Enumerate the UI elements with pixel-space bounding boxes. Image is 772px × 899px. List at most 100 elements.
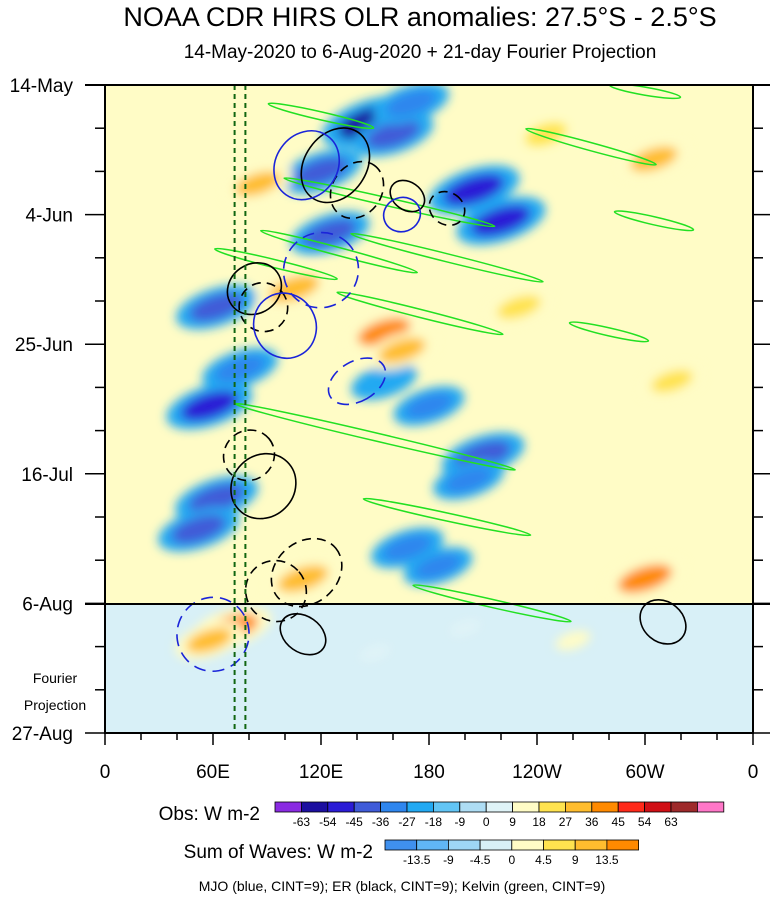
negative-anomaly — [180, 390, 238, 421]
er-contour-positive — [279, 613, 327, 656]
y-tick-label: 4-Jun — [25, 206, 73, 227]
obs-colorbar-swatch — [512, 801, 540, 813]
projection-label-line1: Fourier — [33, 670, 78, 686]
kelvin-contour — [350, 232, 544, 283]
er-contour-positive — [389, 179, 426, 213]
obs-colorbar-level-label: -54 — [319, 815, 337, 829]
x-axis: 0 60E 120E 180 120W 60W 0 — [100, 733, 758, 783]
kelvin-contour — [214, 247, 338, 281]
waves-colorbar-level-label: 13.5 — [595, 853, 619, 867]
obs-colorbar-level-label: -18 — [425, 815, 443, 829]
er-contour-negative — [270, 537, 343, 608]
negative-anomaly — [385, 90, 437, 117]
obs-colorbar-swatch — [697, 801, 725, 813]
er-contour-positive — [230, 452, 297, 520]
negative-anomaly — [405, 393, 453, 419]
obs-colorbar-swatch — [459, 801, 487, 813]
kelvin-contour — [525, 127, 657, 166]
positive-anomaly — [448, 618, 482, 638]
waves-colorbar-label: Sum of Waves: W m-2 — [184, 842, 373, 863]
waves-colorbar-swatch — [447, 839, 481, 851]
obs-colorbar-level-label: -36 — [372, 815, 390, 829]
plot-area — [105, 85, 753, 733]
obs-colorbar-swatch — [327, 801, 355, 813]
x-tick-label: 120E — [299, 762, 343, 783]
waves-colorbar-swatch — [543, 839, 576, 851]
er-contour-negative — [244, 559, 308, 623]
kelvin-contour — [412, 584, 572, 623]
waves-colorbar-swatch — [574, 839, 608, 851]
negative-anomaly — [415, 554, 461, 579]
mjo-contour-negative — [176, 596, 250, 673]
obs-colorbar-swatch — [432, 801, 461, 813]
contour-legend: MJO (blue, CINT=9); ER (black, CINT=9); … — [199, 878, 606, 894]
waves-colorbar-level-label: -9 — [443, 853, 454, 867]
waves-colorbar-level-label: 0 — [508, 853, 515, 867]
obs-colorbar-swatch — [380, 801, 408, 813]
negative-anomaly — [214, 355, 266, 383]
kelvin-contour — [259, 229, 419, 274]
negative-anomaly — [171, 515, 226, 544]
reference-longitude-lines — [233, 85, 247, 733]
obs-colorbar-level-label: 36 — [585, 815, 599, 829]
obs-colorbar-level-label: 63 — [664, 815, 678, 829]
obs-colorbar-level-label: 18 — [532, 815, 546, 829]
y-tick-label: 25-Jun — [15, 335, 73, 356]
y-tick-label: 14-May — [10, 76, 74, 97]
positive-anomaly — [235, 171, 281, 197]
obs-colorbar-level-label: 9 — [509, 815, 516, 829]
obs-colorbar-swatch — [353, 801, 382, 813]
waves-colorbar-swatch — [511, 839, 544, 851]
obs-colorbar-level-label: 27 — [559, 815, 573, 829]
negative-anomaly — [471, 205, 531, 237]
obs-colorbar-swatch — [538, 801, 566, 813]
waves-colorbar-swatch — [479, 839, 513, 851]
mjo-contour-positive — [273, 130, 341, 201]
kelvin-contour — [568, 321, 650, 343]
kelvin-contours — [214, 85, 695, 623]
mjo-contour-positive — [252, 292, 318, 360]
obs-colorbar-swatch — [670, 801, 698, 813]
negative-anomaly — [189, 293, 244, 322]
waves-colorbar-swatch — [416, 839, 449, 851]
waves-colorbar-level-label: -13.5 — [403, 853, 431, 867]
obs-colorbar-level-label: -63 — [293, 815, 311, 829]
y-tick-label: 27-Aug — [12, 724, 73, 745]
waves-colorbar-level-label: 9 — [572, 853, 579, 867]
positive-anomaly — [378, 337, 426, 363]
obs-colorbar-swatch — [591, 801, 619, 813]
positive-anomaly — [555, 630, 591, 651]
negative-anomaly — [366, 120, 420, 149]
x-tick-label: 120W — [512, 762, 562, 783]
positive-anomaly — [618, 564, 672, 593]
positive-anomaly — [651, 369, 693, 393]
obs-colorbar-level-label: 54 — [638, 815, 652, 829]
positive-anomaly — [497, 295, 541, 319]
x-tick-label: 180 — [413, 762, 445, 783]
er-contour-positive — [639, 599, 687, 645]
chart-title: NOAA CDR HIRS OLR anomalies: 27.5°S - 2.… — [123, 2, 716, 32]
obs-colorbar-swatch — [644, 801, 672, 813]
obs-colorbar-level-label: -45 — [346, 815, 364, 829]
obs-colorbar-label: Obs: W m-2 — [159, 804, 260, 825]
positive-anomaly — [630, 146, 678, 172]
x-tick-label: 0 — [100, 762, 111, 783]
kelvin-contour — [362, 497, 532, 537]
obs-colorbar-swatch — [617, 801, 646, 813]
obs-colorbar-swatch — [300, 801, 329, 813]
obs-colorbar-swatch — [274, 801, 302, 813]
waves-colorbar-level-label: 4.5 — [535, 853, 552, 867]
chart-subtitle: 14-May-2020 to 6-Aug-2020 + 21-day Fouri… — [184, 42, 657, 63]
obs-colorbar-swatch — [406, 801, 434, 813]
waves-colorbar-level-label: -4.5 — [470, 853, 491, 867]
kelvin-contour — [283, 177, 496, 228]
waves-colorbar-swatch — [606, 839, 640, 851]
kelvin-contour — [336, 291, 504, 336]
kelvin-contour — [267, 102, 375, 130]
obs-colorbar: Obs: W m-2 -63 -54 -45 -36 -27 -18 -9 0 9 18 27 36 4… — [159, 801, 725, 829]
mjo-contour-positive — [382, 196, 422, 233]
x-tick-label: 60E — [196, 762, 230, 783]
positive-anomaly — [358, 643, 392, 662]
y-tick-label: 6-Aug — [22, 594, 73, 615]
